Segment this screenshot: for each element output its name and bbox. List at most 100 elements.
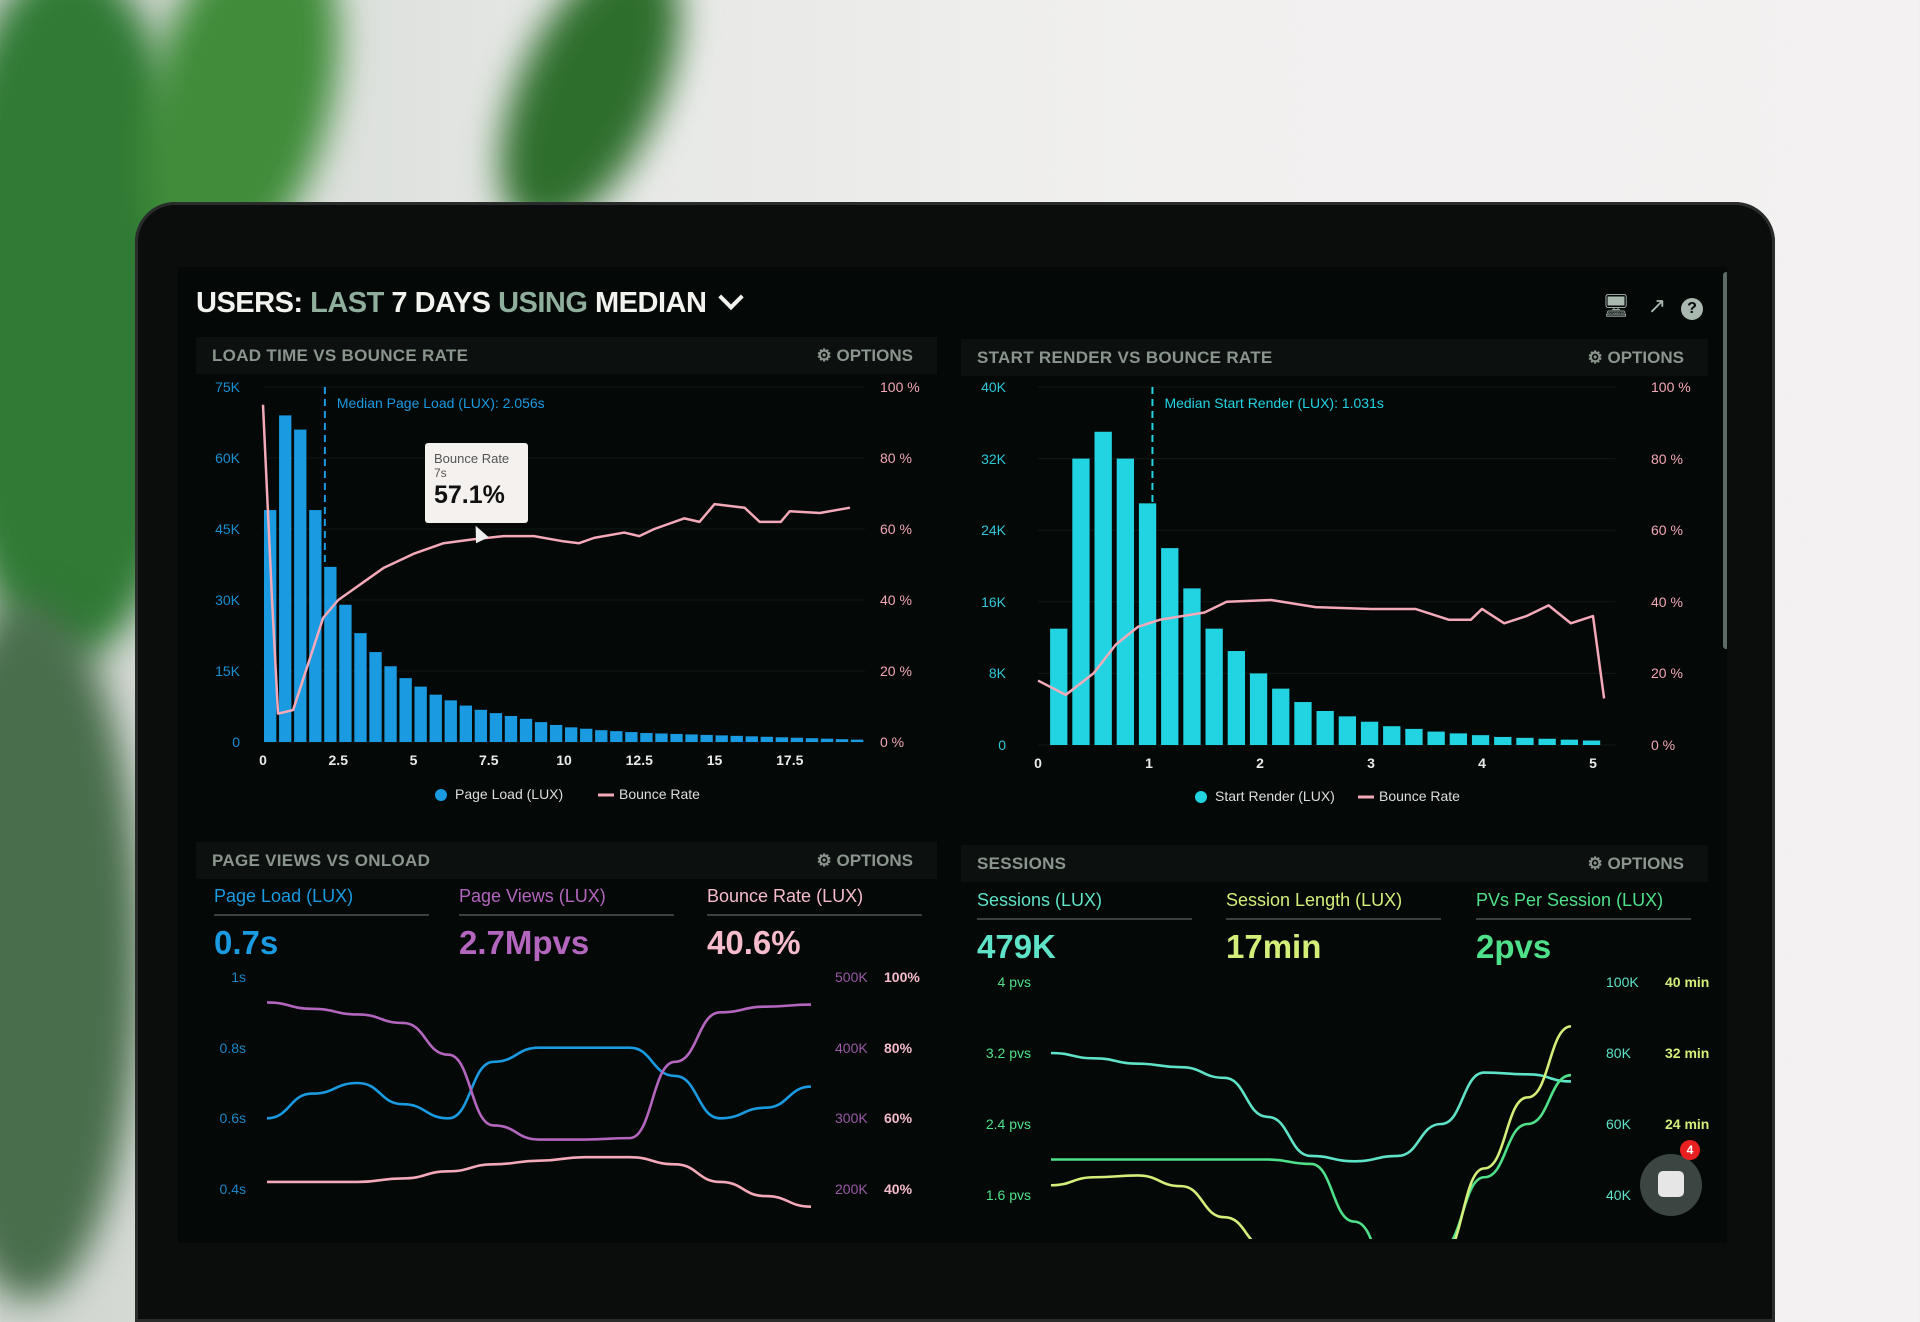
kpi-label: Session Length (LUX) (1226, 890, 1403, 910)
bar (580, 728, 593, 742)
y2-tick-label: 100 % (1651, 379, 1691, 395)
median-annotation: Median Start Render (LUX): 1.031s (1164, 395, 1384, 411)
bar (1405, 728, 1423, 745)
y-tick-label: 60K (215, 450, 240, 466)
bar (1072, 458, 1090, 745)
options-button[interactable]: ⚙ OPTIONS (817, 346, 914, 366)
title-users: USERS: (196, 287, 303, 319)
y-tick-label: 45K (215, 521, 240, 537)
options-button[interactable]: ⚙ OPTIONS (817, 851, 914, 871)
y2-tick-label: 40K (1606, 1187, 1631, 1203)
bar (1249, 673, 1268, 745)
bar (399, 678, 412, 742)
bar (384, 666, 397, 742)
bar (1227, 651, 1246, 745)
title-last: LAST (310, 287, 384, 319)
bar (474, 709, 488, 742)
bar (820, 738, 834, 742)
y3-tick-label: 60% (884, 1110, 913, 1127)
y3-tick-label: 32 min (1665, 1045, 1710, 1061)
bar (700, 734, 713, 742)
y-tick-label: 15K (215, 663, 240, 679)
page-title[interactable]: USERS: LAST 7 DAYS USING MEDIAN (196, 284, 744, 320)
y-tick-label: 3.2 pvs (985, 1045, 1031, 1061)
bar (1471, 735, 1490, 745)
bar (1272, 688, 1290, 745)
series-line (267, 1155, 812, 1208)
panel-header-sessions: SESSIONS ⚙ OPTIONS (961, 845, 1708, 882)
y-tick-label: 16K (981, 593, 1006, 610)
options-label: OPTIONS (1607, 348, 1684, 367)
y2-tick-label: 80 % (880, 450, 912, 466)
monitor-icon[interactable]: 🖥 (1602, 293, 1630, 318)
y-tick-label: 0.6s (219, 1110, 246, 1127)
chat-button[interactable]: 4 (1640, 1140, 1702, 1216)
bar (504, 715, 518, 742)
scrollbar[interactable] (1723, 272, 1727, 649)
bar (369, 652, 382, 742)
y-tick-label: 2.4 pvs (985, 1116, 1031, 1132)
y2-tick-label: 300K (835, 1110, 868, 1127)
y3-tick-label: 40% (884, 1181, 913, 1197)
options-label: OPTIONS (1607, 854, 1684, 873)
kpi-divider (1226, 918, 1441, 920)
bar (489, 713, 503, 742)
kpi-value: 2.7Mpvs (459, 924, 590, 961)
y-tick-label: 0 (998, 737, 1006, 753)
y2-tick-label: 200K (835, 1181, 868, 1197)
panel-header-page-views: PAGE VIEWS VS ONLOAD ⚙ OPTIONS (196, 842, 937, 879)
bar (414, 686, 427, 742)
bar (324, 566, 337, 742)
kpi-divider (459, 914, 674, 916)
bar (1582, 740, 1601, 745)
legend-label: Page Load (LUX) (455, 786, 564, 802)
kpi-divider (214, 914, 429, 916)
bounce-rate-line (261, 404, 851, 715)
bar (294, 429, 307, 742)
panel-title: PAGE VIEWS VS ONLOAD (212, 851, 431, 870)
y2-tick-label: 100K (1606, 974, 1639, 990)
bar (655, 733, 668, 742)
tooltip-value: 57.1% (434, 481, 505, 509)
y2-tick-label: 20 % (880, 663, 912, 679)
options-button[interactable]: ⚙ OPTIONS (1588, 348, 1685, 368)
bar (519, 718, 533, 742)
y2-tick-label: 60 % (1651, 522, 1683, 539)
y2-tick-label: 60K (1606, 1116, 1631, 1132)
x-tick-label: 2.5 (328, 752, 348, 768)
bar (264, 510, 277, 742)
kpi-label: PVs Per Session (LUX) (1476, 890, 1664, 910)
bar (354, 633, 367, 742)
kpi-divider (977, 918, 1192, 920)
x-tick-label: 1 (1145, 755, 1153, 771)
legend-dot (435, 789, 447, 801)
bar (760, 736, 773, 742)
kpi-divider (707, 914, 922, 916)
plant-leaf (0, 600, 140, 1300)
series-line (1050, 1051, 1572, 1163)
legend-dot (1195, 791, 1207, 803)
kpi-label: Bounce Rate (LUX) (707, 886, 864, 906)
bar (610, 731, 623, 742)
kpi-label: Sessions (LUX) (977, 890, 1103, 910)
y-tick-label: 32K (981, 450, 1006, 467)
gear-icon: ⚙ (1587, 348, 1603, 367)
tooltip-x: 7s (434, 466, 447, 480)
bar (850, 739, 864, 742)
y2-tick-label: 80 % (1651, 450, 1683, 467)
y3-tick-label: 24 min (1665, 1116, 1710, 1132)
bar (534, 722, 548, 742)
kpi-value: 2pvs (1476, 928, 1552, 965)
title-using: USING (498, 287, 588, 319)
bar (835, 739, 849, 742)
y3-tick-label: 80% (884, 1039, 913, 1056)
bar (715, 735, 728, 742)
bar (1294, 702, 1312, 745)
x-tick-label: 5 (1589, 755, 1597, 771)
options-button[interactable]: ⚙ OPTIONS (1588, 854, 1685, 874)
share-icon[interactable]: ↗ (1647, 293, 1667, 318)
kpi-value: 17min (1226, 928, 1322, 965)
help-icon[interactable]: ? (1679, 293, 1705, 320)
panel-title: SESSIONS (977, 854, 1067, 873)
y2-tick-label: 40 % (880, 592, 912, 608)
